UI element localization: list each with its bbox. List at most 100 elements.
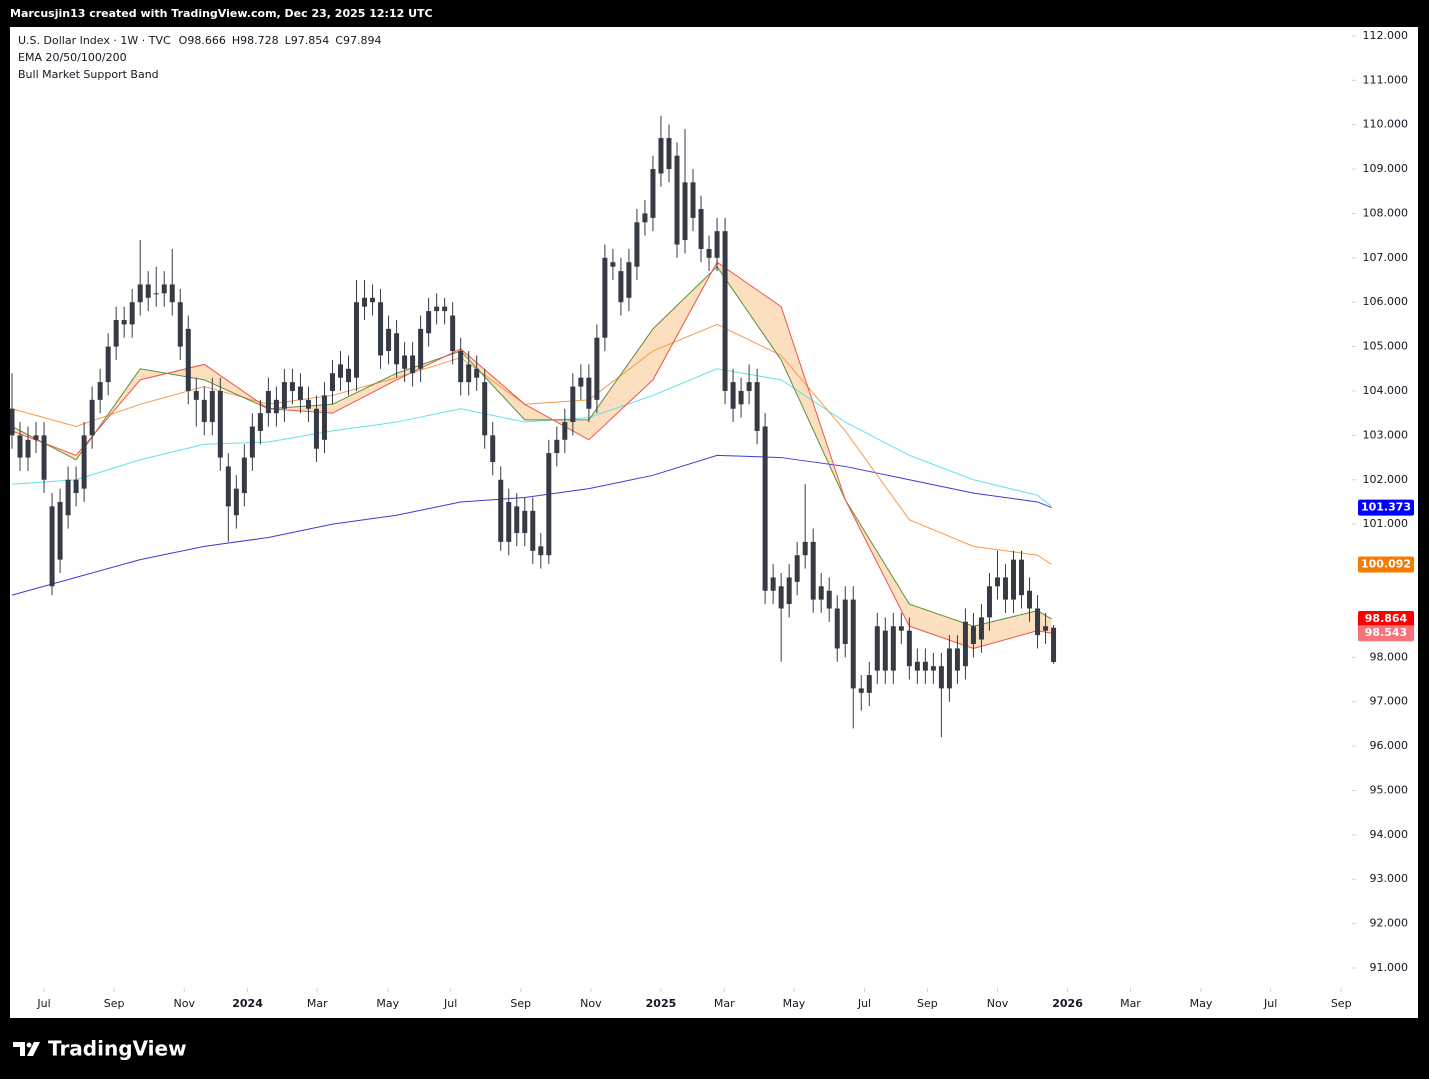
x-tick-label: May [376, 997, 399, 1010]
candle-body [25, 439, 31, 458]
candle-body [169, 284, 175, 303]
x-tick-label: Sep [917, 997, 938, 1010]
candle-body [850, 599, 856, 689]
candle-body [89, 399, 95, 436]
y-tick-label: 110.000 [1363, 118, 1409, 131]
x-tick-label: Mar [1120, 997, 1141, 1010]
price-tag-label: 98.543 [1365, 626, 1407, 639]
candle-body [41, 435, 47, 480]
candle-body [482, 382, 488, 436]
candle-body [970, 626, 976, 644]
candle-body [362, 297, 368, 307]
candle-body [578, 377, 584, 387]
y-tick-label: 106.000 [1363, 295, 1409, 308]
candle-body [209, 390, 215, 423]
x-tick-label: Jul [857, 997, 871, 1010]
candle-body [281, 382, 287, 409]
candle-body [81, 435, 87, 489]
candle-body [762, 426, 768, 591]
y-tick-label: 101.000 [1363, 517, 1409, 530]
candle-body [410, 355, 416, 374]
x-tick-label: Nov [580, 997, 602, 1010]
candle-body [570, 386, 576, 423]
x-tick-label: 2026 [1052, 997, 1083, 1010]
candle-body [666, 137, 672, 170]
candle-body [297, 386, 303, 400]
ohlc-value: 98.666 [187, 34, 226, 47]
candle-body [714, 231, 720, 258]
candle-body [321, 395, 327, 440]
ohlc-label: H [232, 34, 240, 47]
price-tag [1358, 610, 1414, 627]
candle-body [650, 169, 656, 218]
candle-body [826, 590, 832, 609]
candle-body [1019, 559, 1025, 596]
candle-body [898, 626, 904, 631]
candle-body [337, 364, 343, 378]
candle-body [794, 555, 800, 582]
x-tick-label: May [1190, 997, 1213, 1010]
candle-body [530, 510, 536, 551]
candle-body [778, 586, 784, 609]
indicator-legend: Bull Market Support Band [18, 68, 159, 81]
candle-body [810, 541, 816, 600]
candle-body [249, 426, 255, 458]
candle-body [618, 271, 624, 303]
candle-body [698, 208, 704, 249]
logo: TradingView [13, 1037, 187, 1061]
y-tick-label: 98.000 [1370, 650, 1409, 663]
symbol-name: U.S. Dollar Index · 1W · TVC [18, 34, 171, 47]
y-tick-label: 109.000 [1363, 162, 1409, 175]
candle-body [1002, 577, 1008, 600]
candle-body [289, 382, 295, 391]
y-tick-label: 107.000 [1363, 251, 1409, 264]
legend: U.S. Dollar Index · 1W · TVC O98.666 H98.7… [18, 34, 381, 81]
ohlc-value: 97.894 [343, 34, 382, 47]
candle-body [866, 675, 872, 693]
x-tick-label: Nov [174, 997, 196, 1010]
candle-body [129, 302, 135, 325]
attribution: Marcusjin13 created with TradingView.com… [10, 7, 433, 20]
candle-body [786, 577, 792, 605]
candle-body [658, 137, 664, 174]
candle-body [834, 608, 840, 649]
candle-body [370, 297, 376, 303]
ema-line [11, 454, 1052, 596]
candle-body [113, 319, 119, 347]
x-tick-label: Mar [307, 997, 328, 1010]
candle-body [754, 382, 760, 431]
x-tick-label: Mar [714, 997, 735, 1010]
candle-body [634, 222, 640, 267]
ohlc-value: 98.728 [240, 34, 279, 47]
candle-body [962, 621, 968, 667]
candle-body [161, 284, 167, 294]
candle-body [466, 364, 472, 383]
candle-body [914, 661, 920, 671]
candle-body [474, 368, 480, 378]
candle-body [193, 390, 199, 400]
y-tick-label: 91.000 [1370, 961, 1409, 974]
candle-body [346, 368, 352, 383]
candle-body [874, 626, 880, 671]
candle-body [922, 661, 928, 671]
candle-body [153, 293, 159, 295]
candle-body [17, 435, 23, 458]
candle-body [1043, 626, 1049, 631]
ohlc-label: C [335, 34, 343, 47]
x-tick-label: May [783, 997, 806, 1010]
candle-body [57, 501, 63, 560]
candle-body [802, 541, 808, 556]
candle-body [378, 302, 384, 356]
y-tick-label: 112.000 [1363, 29, 1409, 42]
logo-icon [13, 1042, 40, 1056]
band-line [11, 261, 1052, 649]
candle-body [562, 422, 568, 440]
candle-body [978, 617, 984, 640]
candle-body [538, 546, 544, 556]
y-tick-label: 97.000 [1370, 695, 1409, 708]
candle-body [994, 577, 1000, 587]
candle-body [610, 262, 616, 267]
x-tick-label: Sep [1331, 997, 1352, 1010]
candle-body [97, 382, 103, 400]
